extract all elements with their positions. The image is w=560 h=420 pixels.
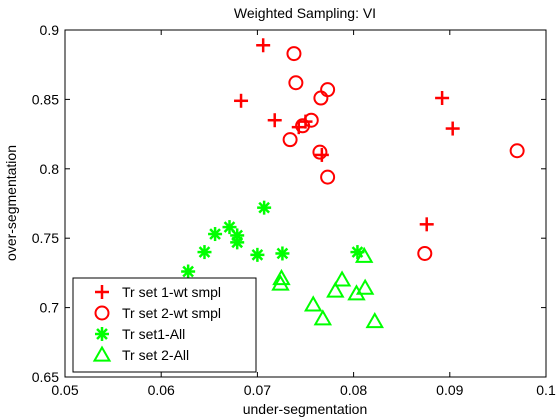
data-point-asterisk — [250, 247, 265, 262]
data-point-triangle — [313, 309, 333, 326]
chart-title: Weighted Sampling: VI — [234, 5, 376, 21]
legend-label: Tr set 2-wt smpl — [122, 305, 221, 321]
legend-label: Tr set 2-All — [122, 347, 189, 363]
data-point-circle — [417, 245, 433, 261]
data-point-asterisk — [197, 245, 212, 260]
legend-label: Tr set1-All — [122, 326, 185, 342]
data-point-triangle — [303, 295, 323, 312]
data-point-plus — [435, 91, 450, 106]
legend-marker-plus — [95, 285, 109, 299]
legend-box — [72, 277, 257, 373]
data-point-triangle — [271, 274, 290, 291]
x-tick-label: 0.07 — [244, 382, 271, 398]
data-point-circle — [288, 75, 304, 91]
axis-ticks: 0.05 0.06 0.07 0.08 0.09 0.1 0.65 0.7 0.75 0.8 0.8… — [32, 22, 556, 398]
legend-marker-circle — [94, 305, 110, 321]
x-tick-label: 0.08 — [340, 382, 367, 398]
data-point-asterisk — [230, 235, 245, 250]
data-points — [181, 38, 525, 329]
data-point-circle — [509, 143, 525, 159]
data-point-triangle — [365, 311, 384, 329]
data-point-triangle — [355, 278, 375, 295]
data-point-asterisk — [208, 227, 223, 242]
x-tick-label: 0.1 — [536, 382, 556, 398]
data-point-plus — [256, 38, 271, 53]
data-point-asterisk — [181, 264, 196, 279]
data-point-triangle — [347, 284, 366, 301]
legend-marker-asterisk — [95, 327, 109, 341]
data-point-asterisk — [257, 200, 272, 215]
y-tick-label: 0.65 — [32, 369, 59, 385]
legend-marker-triangle — [92, 345, 112, 362]
data-point-triangle — [354, 246, 374, 263]
data-point-triangle — [332, 270, 352, 287]
y-tick-label: 0.9 — [40, 22, 60, 38]
data-point-plus — [234, 93, 249, 108]
x-tick-label: 0.06 — [148, 382, 175, 398]
y-tick-label: 0.75 — [32, 230, 59, 246]
y-axis-label: over-segmentation — [3, 145, 19, 261]
x-axis-label: under-segmentation — [243, 401, 368, 417]
data-point-circle — [312, 144, 328, 160]
y-tick-label: 0.7 — [40, 300, 60, 316]
data-point-circle — [282, 132, 298, 148]
data-point-triangle — [272, 268, 291, 286]
data-point-circle — [295, 118, 311, 134]
y-tick-label: 0.85 — [32, 91, 59, 107]
data-point-asterisk — [275, 246, 290, 261]
y-tick-label: 0.8 — [40, 161, 60, 177]
data-point-plus — [445, 121, 460, 136]
data-point-circle — [320, 169, 336, 185]
legend: Tr set 1-wt smpl Tr set 2-wt smpl Tr set1-… — [72, 277, 257, 373]
data-point-triangle — [326, 281, 345, 298]
legend-label: Tr set 1-wt smpl — [122, 284, 221, 300]
data-point-plus — [419, 217, 434, 232]
data-point-plus — [267, 113, 282, 128]
x-tick-label: 0.05 — [51, 382, 78, 398]
x-tick-label: 0.09 — [436, 382, 463, 398]
data-point-circle — [286, 46, 302, 62]
data-point-circle — [313, 90, 329, 106]
